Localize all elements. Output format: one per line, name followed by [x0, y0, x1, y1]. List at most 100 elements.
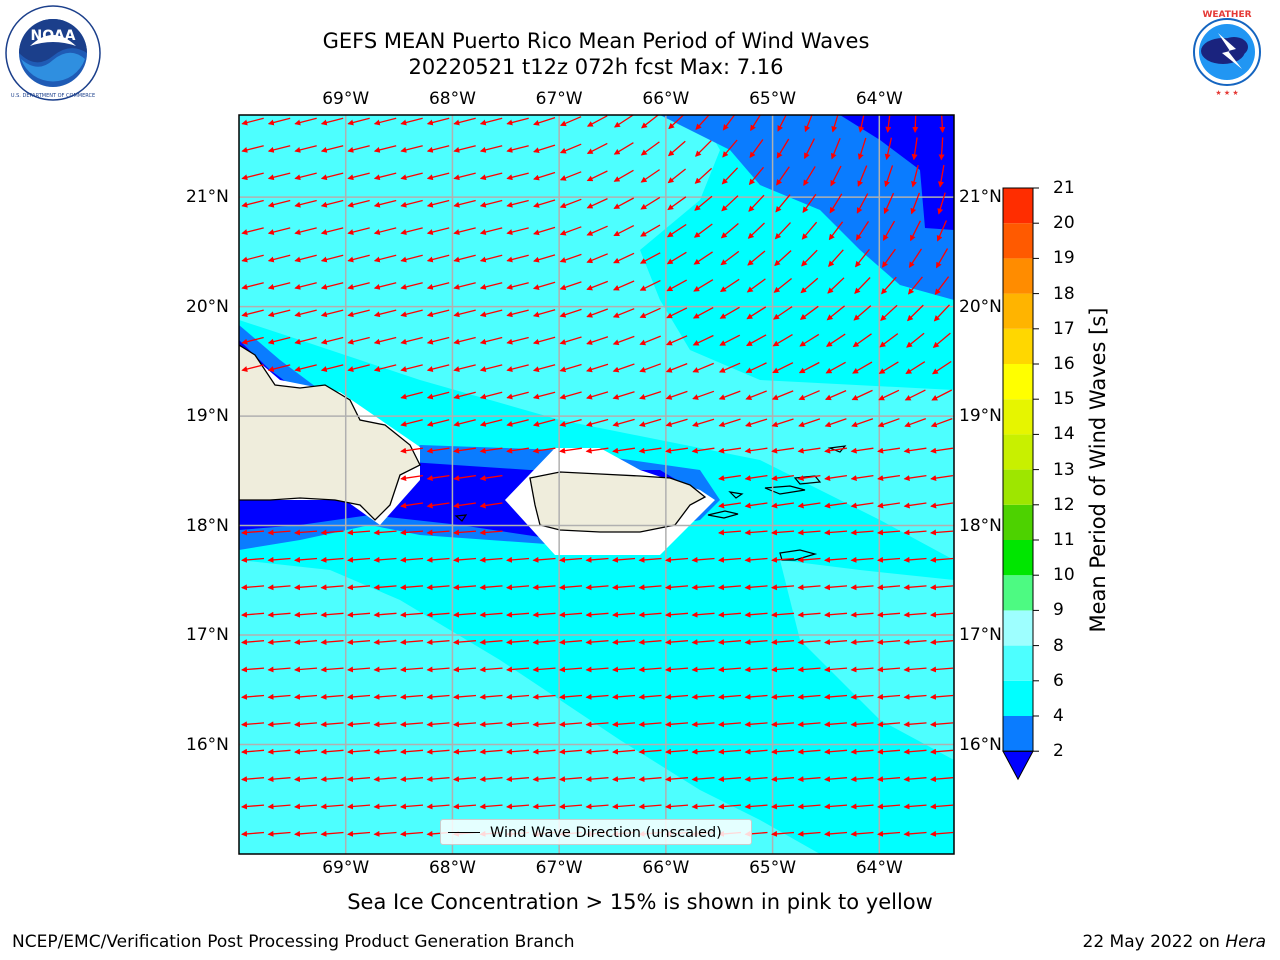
wave-direction-arrow	[744, 748, 768, 755]
wave-direction-arrow	[532, 309, 556, 318]
wave-direction-arrow	[854, 277, 871, 295]
wave-direction-arrow	[400, 556, 424, 563]
wave-direction-arrow	[850, 474, 874, 482]
wave-direction-arrow	[824, 776, 848, 783]
wave-direction-arrow	[585, 693, 609, 700]
wave-direction-arrow	[692, 390, 715, 400]
wave-direction-arrow	[267, 199, 291, 208]
wave-direction-arrow	[373, 611, 397, 618]
wave-direction-arrow	[532, 611, 556, 618]
wave-direction-arrow	[666, 307, 688, 319]
wave-direction-arrow	[559, 363, 582, 373]
wave-direction-arrow	[850, 639, 874, 646]
wave-direction-arrow	[824, 529, 848, 536]
wave-direction-arrow	[930, 639, 954, 646]
wave-direction-arrow	[267, 830, 291, 837]
wave-direction-arrow	[347, 172, 370, 181]
wave-direction-arrow	[930, 776, 954, 783]
wave-direction-arrow	[882, 220, 896, 241]
wave-direction-arrow	[479, 172, 503, 181]
wave-direction-arrow	[719, 306, 740, 319]
wave-direction-arrow	[347, 776, 371, 783]
lon-tick-top: 67°W	[535, 89, 583, 109]
wave-direction-arrow	[479, 227, 503, 235]
wave-direction-arrow	[694, 167, 713, 184]
lat-tick-right: 16°N	[959, 734, 1002, 755]
wave-direction-arrow	[320, 199, 344, 208]
wave-direction-arrow	[453, 748, 477, 755]
svg-text:U.S. DEPARTMENT OF COMMERCE: U.S. DEPARTMENT OF COMMERCE	[11, 93, 95, 99]
wave-direction-arrow	[241, 830, 265, 837]
wave-direction-arrow	[294, 721, 318, 728]
wave-direction-arrow	[612, 280, 635, 291]
wave-direction-arrow	[828, 249, 844, 267]
wave-direction-arrow	[850, 447, 874, 454]
wave-direction-arrow	[905, 361, 926, 375]
wave-direction-arrow	[347, 830, 371, 837]
legend-label: Wind Wave Direction (unscaled)	[490, 825, 722, 841]
lat-tick-left: 21°N	[186, 187, 229, 208]
wave-direction-arrow	[532, 666, 556, 673]
wave-direction-arrow	[426, 611, 450, 618]
wave-direction-arrow	[320, 611, 344, 618]
wave-direction-arrow	[479, 447, 503, 454]
wave-direction-arrow	[877, 666, 901, 673]
wave-direction-arrow	[320, 830, 344, 837]
wave-direction-arrow	[638, 556, 662, 563]
wave-direction-arrow	[347, 611, 371, 618]
wave-direction-arrow	[585, 748, 609, 755]
wave-direction-arrow	[241, 748, 265, 755]
wave-direction-arrow	[453, 803, 477, 810]
wave-direction-arrow	[400, 227, 423, 235]
wave-direction-arrow	[426, 447, 450, 454]
wave-direction-arrow	[426, 117, 450, 126]
wave-direction-arrow	[559, 721, 583, 728]
wave-direction-arrow	[641, 115, 660, 129]
wave-direction-arrow	[718, 639, 742, 646]
wave-direction-arrow	[479, 145, 503, 153]
wave-direction-arrow	[638, 584, 662, 591]
wave-direction-arrow	[773, 277, 793, 293]
wave-direction-arrow	[665, 721, 689, 728]
chart-title: GEFS MEAN Puerto Rico Mean Period of Win…	[322, 29, 870, 53]
svg-text:WEATHER: WEATHER	[1202, 10, 1251, 20]
wave-direction-arrow	[932, 332, 951, 348]
wave-direction-arrow	[559, 226, 582, 236]
wave-direction-arrow	[857, 165, 868, 187]
wave-direction-arrow	[852, 361, 873, 374]
wave-direction-arrow	[797, 748, 821, 755]
wave-direction-arrow	[426, 254, 450, 263]
wave-direction-arrow	[426, 309, 450, 318]
wave-direction-arrow	[585, 639, 609, 646]
wave-direction-arrow	[640, 169, 660, 183]
wave-direction-arrow	[824, 390, 847, 401]
wave-direction-arrow	[559, 556, 583, 563]
lon-tick-top: 64°W	[855, 89, 903, 109]
colorbar-segment	[1003, 716, 1033, 752]
wave-direction-arrow	[294, 556, 318, 563]
wave-direction-arrow	[718, 556, 742, 563]
wave-direction-arrow	[884, 137, 893, 161]
wave-direction-arrow	[744, 611, 768, 618]
wave-direction-arrow	[400, 336, 423, 345]
wave-direction-arrow	[400, 117, 423, 126]
colorbar-segment	[1003, 504, 1033, 540]
wave-period-6-8-south	[239, 560, 820, 854]
wave-direction-arrow	[267, 611, 291, 618]
wave-direction-arrow	[400, 309, 423, 318]
wave-direction-arrow	[639, 280, 661, 291]
wave-direction-arrow	[877, 447, 900, 454]
wave-direction-arrow	[930, 417, 953, 428]
wave-direction-arrow	[877, 693, 901, 700]
wave-direction-arrow	[426, 529, 450, 536]
wave-direction-arrow	[559, 748, 583, 755]
wave-direction-arrow	[585, 666, 609, 673]
lon-tick-bottom: 66°W	[642, 858, 690, 878]
wave-direction-arrow	[294, 830, 318, 837]
wave-direction-arrow	[638, 748, 662, 755]
colorbar-segment	[1003, 610, 1033, 646]
wave-direction-arrow	[586, 336, 609, 345]
wave-direction-arrow	[506, 419, 529, 427]
wave-direction-arrow	[294, 117, 317, 126]
wave-direction-arrow	[639, 363, 662, 373]
